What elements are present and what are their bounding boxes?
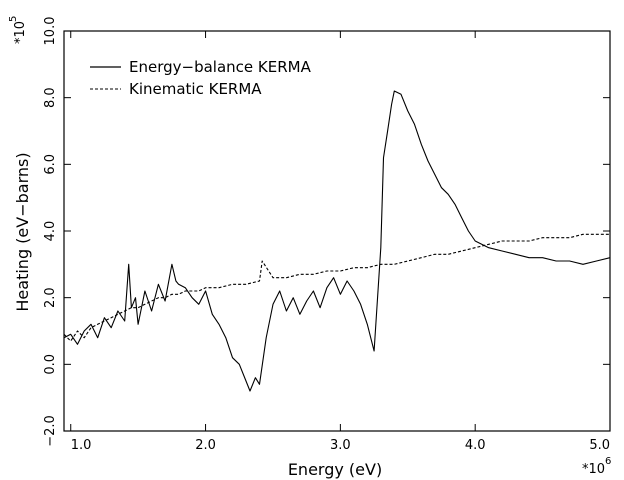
legend: Energy−balance KERMA Kinematic KERMA bbox=[90, 58, 312, 98]
x-multiplier: *10 bbox=[582, 462, 605, 477]
legend-label-energy-balance: Energy−balance KERMA bbox=[129, 58, 312, 76]
y-tick-label: 4.0 bbox=[43, 221, 58, 242]
y-tick-label: 2.0 bbox=[43, 287, 58, 308]
x-tick-label: 3.0 bbox=[330, 438, 351, 453]
y-axis-title: Heating (eV−barns) bbox=[13, 152, 32, 311]
x-tick-label: 2.0 bbox=[195, 438, 216, 453]
x-axis-title: Energy (eV) bbox=[288, 460, 382, 479]
y-axis-ticks: −2.0 0.0 2.0 4.0 6.0 8.0 10.0 bbox=[43, 17, 610, 447]
x-axis-ticks: 1.0 2.0 3.0 4.0 5.0 bbox=[70, 31, 611, 453]
x-tick-label: 1.0 bbox=[71, 438, 92, 453]
x-tick-label: 4.0 bbox=[465, 438, 486, 453]
legend-label-kinematic: Kinematic KERMA bbox=[129, 80, 262, 98]
y-tick-label: 8.0 bbox=[43, 87, 58, 108]
y-multiplier-exponent: 5 bbox=[8, 16, 19, 22]
y-tick-label: 0.0 bbox=[43, 354, 58, 375]
x-tick-label: 5.0 bbox=[589, 438, 610, 453]
y-tick-label: 6.0 bbox=[43, 154, 58, 175]
series-line-energy-balance bbox=[63, 90, 611, 392]
x-multiplier-exponent: 6 bbox=[605, 456, 611, 467]
y-multiplier: *10 bbox=[13, 21, 28, 44]
y-tick-label: −2.0 bbox=[43, 415, 58, 447]
y-tick-label: 10.0 bbox=[43, 17, 58, 46]
series-layer bbox=[63, 90, 611, 392]
series-line-kinematic bbox=[63, 233, 610, 342]
